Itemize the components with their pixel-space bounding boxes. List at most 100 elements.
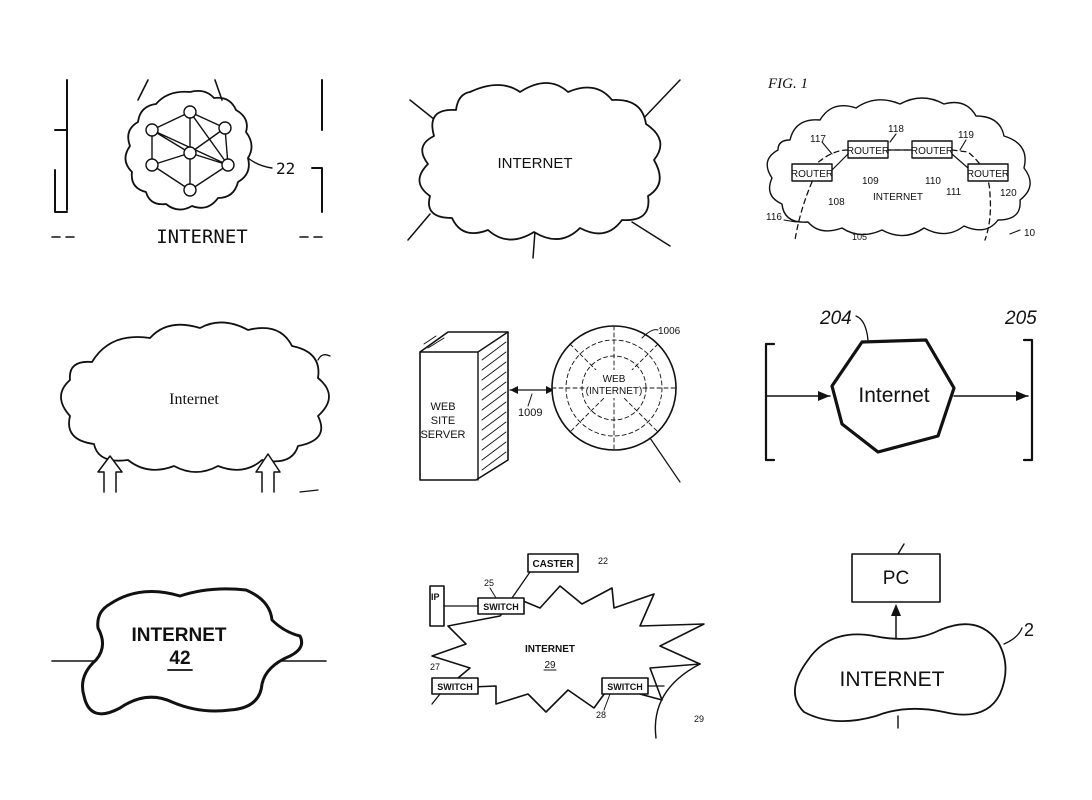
router-box <box>791 163 833 182</box>
panel-3-ref-118: 118 <box>888 124 904 135</box>
panel-5-server-hatching <box>481 341 507 471</box>
panel-8-right-arc <box>654 663 701 739</box>
panel-8-ref-29: 29 <box>694 714 704 724</box>
mesh-node <box>183 183 197 197</box>
panel-2-simple-cloud: INTERNET <box>407 79 681 259</box>
panel-8-ref-25: 25 <box>484 578 494 588</box>
router-label: ROUTER <box>791 169 833 180</box>
router-ref: 109 <box>862 176 879 187</box>
panel-5-web-label-bg <box>588 370 640 398</box>
panel-5-web-label-2: (INTERNET) <box>586 386 643 397</box>
panel-2-label: INTERNET <box>498 155 573 172</box>
panel-9-pc-label: PC <box>883 568 909 589</box>
panel-8-ref-28-leader <box>603 693 611 711</box>
panel-3-router-108: ROUTER 108 <box>791 163 845 208</box>
panel-1-top-links <box>137 79 223 101</box>
panel-1-wavy-boundary <box>124 89 253 211</box>
panel-8-caster-box <box>527 553 579 573</box>
panel-6-ref-right: 205 <box>1004 308 1037 329</box>
panel-9-top-line <box>897 543 905 555</box>
panel-8-ref-25-leader <box>489 587 497 599</box>
panel-8-starburst-switches: INTERNET 29 CASTER 22 IP SWITCH 25 SWITC… <box>429 553 705 739</box>
panel-3-cloud-label: INTERNET <box>873 192 923 203</box>
router-ref: 110 <box>925 176 941 187</box>
panel-5-web-ref: 1006 <box>658 326 681 337</box>
panel-3-fig-label: FIG. 1 <box>767 76 808 92</box>
panel-7-blob-internet: INTERNET 42 <box>51 587 327 716</box>
panel-1-ref-leader <box>247 157 273 169</box>
panel-2-spokes <box>407 79 681 259</box>
panel-6-ref-left: 204 <box>819 308 852 329</box>
panel-3-ref-leaders <box>783 133 1021 235</box>
panel-9-cloud-outline <box>794 623 1007 723</box>
panel-3-ref-105: 105 <box>852 232 867 242</box>
panel-5-web-dashed-grid <box>551 325 677 451</box>
panel-8-caster-ref: 22 <box>598 556 608 566</box>
panel-6-label: Internet <box>858 384 929 407</box>
panel-8-caster-link <box>511 571 531 599</box>
panel-3-router-110: ROUTER 110 <box>911 140 953 187</box>
panel-5-web-tail <box>649 437 681 483</box>
panel-8-ref-28: 28 <box>596 710 606 720</box>
panel-3-ref-116: 116 <box>766 212 782 223</box>
panel-7-label: INTERNET <box>132 625 227 646</box>
panel-6-heptagon <box>830 338 956 454</box>
panel-8-ref-27: 27 <box>430 662 440 672</box>
panel-9-pc-box <box>851 553 941 603</box>
router-label: ROUTER <box>967 169 1009 180</box>
panel-8-switch-right-label: SWITCH <box>607 682 643 692</box>
mesh-node <box>145 123 159 137</box>
panel-9-label: INTERNET <box>840 668 945 691</box>
panel-9-ref: 2 <box>1024 620 1034 640</box>
panel-3-ref-117: 117 <box>810 134 826 145</box>
mesh-node <box>218 121 232 135</box>
panel-3-cloud-outline <box>766 97 1031 237</box>
panel-4-edge-marks <box>299 354 331 493</box>
panel-5-server-label-3: SERVER <box>420 429 465 441</box>
mesh-node <box>221 158 235 172</box>
mesh-node <box>183 105 197 119</box>
panel-3-ref-120: 120 <box>1000 188 1017 199</box>
panel-3-router-links <box>831 149 969 171</box>
panel-1-ref: 22 <box>276 159 295 178</box>
panel-5-server-label-2: SITE <box>431 415 455 427</box>
panel-8-switch-left-label: SWITCH <box>437 682 473 692</box>
router-label: ROUTER <box>911 146 953 157</box>
panel-1-label: INTERNET <box>156 226 248 248</box>
panel-8-switch-top <box>477 597 525 615</box>
mesh-node <box>183 146 197 160</box>
panel-8-ip-label: IP <box>431 592 440 602</box>
panel-8-switch-top-label: SWITCH <box>483 602 519 612</box>
panel-7-blob-outline <box>81 587 304 716</box>
panel-1-mesh-nodes <box>145 105 235 197</box>
panel-9-arrowhead <box>891 604 901 616</box>
panel-6-hexagon-internet: Internet 204 205 <box>764 308 1037 462</box>
panel-3-ref-119: 119 <box>958 130 974 141</box>
panel-5-web-ref-leader <box>641 329 659 339</box>
panel-4-cloud-outline <box>60 321 330 473</box>
panel-5-web-label-1: WEB <box>603 374 626 385</box>
panel-1-right-bracket <box>311 79 323 213</box>
panel-4-arrow-left <box>97 455 123 493</box>
panel-5-link-ref-leader <box>527 393 533 407</box>
panel-5-server-edges <box>419 331 509 481</box>
panel-6-ref-left-leader <box>855 315 869 341</box>
router-ref: 111 <box>946 187 962 198</box>
panel-5-server-body <box>419 331 509 481</box>
panel-8-switch-left-link <box>431 693 441 705</box>
panel-5-server-label-1: WEB <box>430 401 455 413</box>
router-ref: 108 <box>828 197 845 208</box>
panel-5-link-ref: 1009 <box>518 407 542 419</box>
panel-1-left-bracket <box>54 79 68 213</box>
panel-5-server-top-hatch <box>423 335 445 349</box>
router-label: ROUTER <box>847 146 889 157</box>
panel-6-side-brackets <box>764 338 1034 462</box>
panel-9-ref-leader <box>1003 627 1023 645</box>
panel-2-cloud-outline <box>418 82 662 241</box>
panel-7-ref: 42 <box>169 648 190 669</box>
panel-8-caster-label: CASTER <box>532 559 574 570</box>
panel-8-switch-left <box>431 677 479 695</box>
panel-3-router-cloud: FIG. 1 ROUTER 108 ROUTER 109 ROUTER 110 … <box>766 76 1036 242</box>
panel-8-cloud-ref: 29 <box>544 660 556 671</box>
